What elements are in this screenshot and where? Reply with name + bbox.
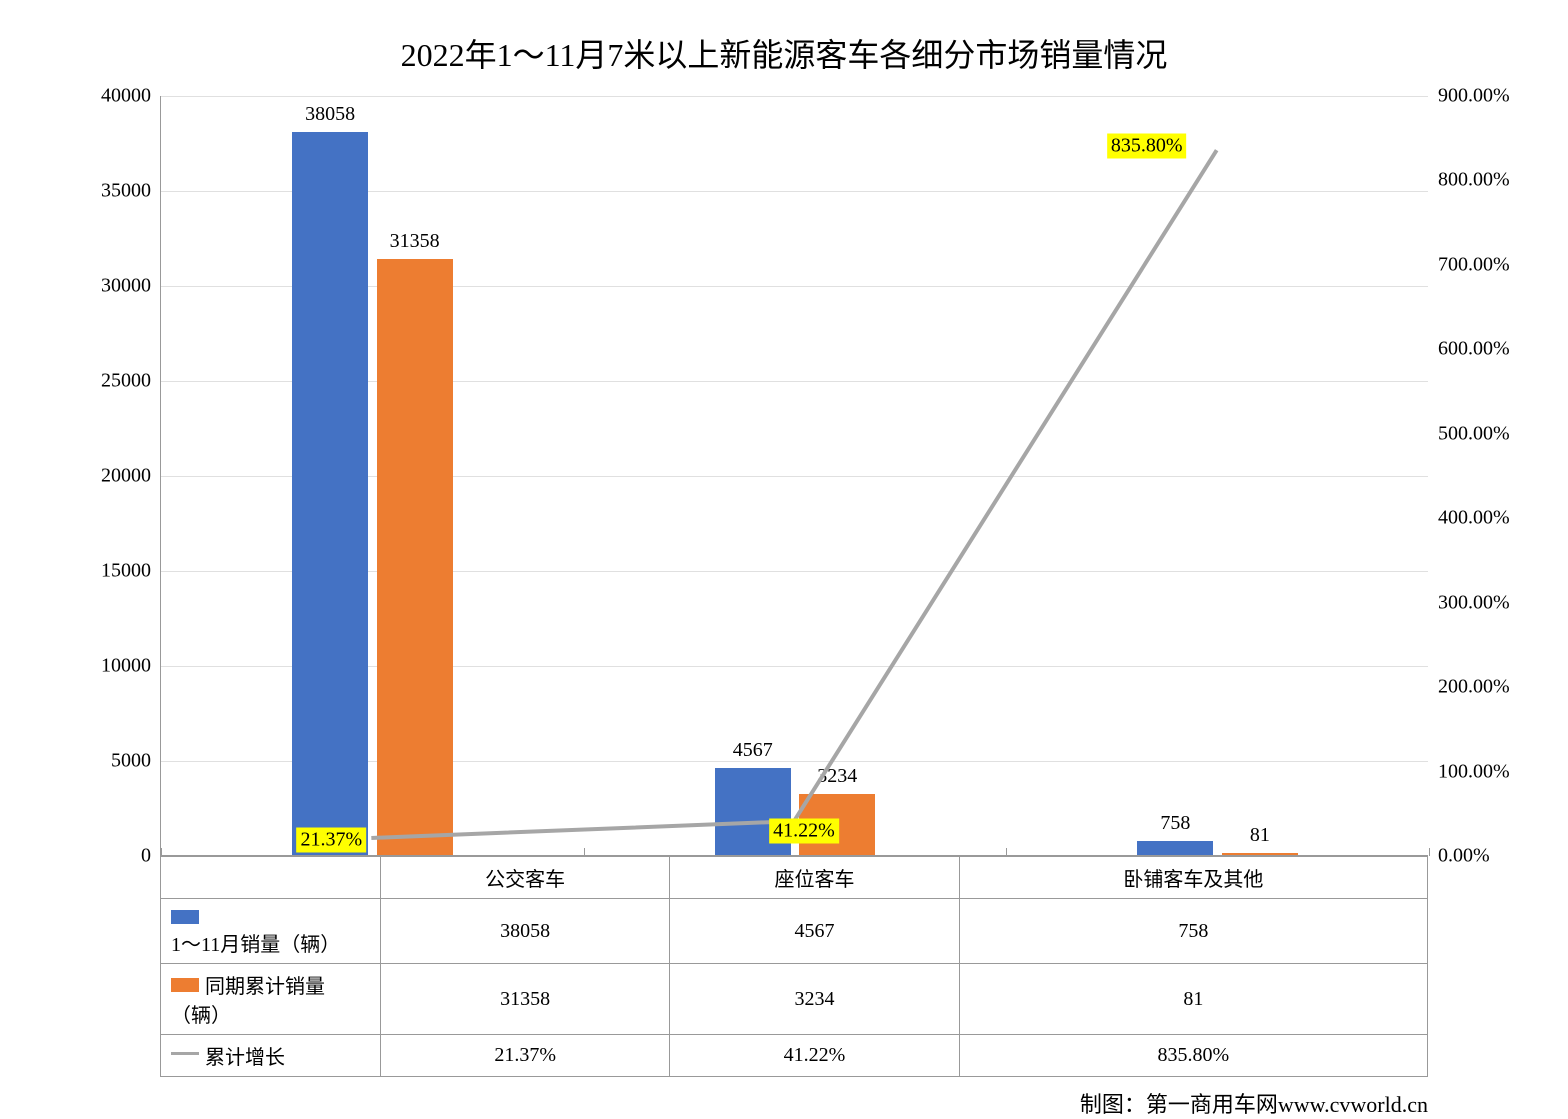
line-value-label: 21.37% [296, 827, 366, 852]
legend-line-icon [171, 1052, 199, 1055]
chart-container: 2022年1～11月7米以上新能源客车各细分市场销量情况 05000100001… [20, 20, 1548, 1086]
gridline [161, 96, 1428, 97]
bar-value-label: 81 [1250, 824, 1270, 847]
table-row-header: 1～11月销量（辆） [161, 899, 381, 964]
table-cell: 21.37% [381, 1035, 670, 1077]
y-left-tick: 20000 [71, 465, 151, 488]
y-right-tick: 100.00% [1438, 760, 1538, 783]
y-right-tick: 300.00% [1438, 591, 1538, 614]
table-cell: 38058 [381, 899, 670, 964]
bar [377, 259, 453, 855]
y-right-tick: 400.00% [1438, 507, 1538, 530]
table-row-header: 累计增长 [161, 1035, 381, 1077]
y-left-tick: 10000 [71, 655, 151, 678]
bar [1137, 841, 1213, 855]
y-left-tick: 25000 [71, 370, 151, 393]
y-left-tick: 5000 [71, 750, 151, 773]
y-left-tick: 15000 [71, 560, 151, 583]
table-cell: 41.22% [670, 1035, 959, 1077]
y-left-tick: 0 [71, 845, 151, 868]
table-category-header: 公交客车 [381, 857, 670, 899]
y-right-tick: 800.00% [1438, 169, 1538, 192]
bar [1222, 853, 1298, 855]
bar-value-label: 38058 [305, 103, 355, 126]
legend-text: 1～11月销量（辆） [171, 934, 340, 956]
legend-bar-icon [171, 978, 199, 992]
bar-value-label: 3234 [817, 765, 857, 788]
table-cell: 3234 [670, 964, 959, 1035]
y-right-tick: 200.00% [1438, 676, 1538, 699]
table-row: 1～11月销量（辆） 380584567758 [161, 899, 1428, 964]
line-value-label: 835.80% [1107, 134, 1187, 159]
chart-title: 2022年1～11月7米以上新能源客车各细分市场销量情况 [20, 20, 1548, 96]
y-right-tick: 900.00% [1438, 85, 1538, 108]
table-category-header: 座位客车 [670, 857, 959, 899]
table-cell: 758 [959, 899, 1427, 964]
y-right-tick: 600.00% [1438, 338, 1538, 361]
table-cell: 81 [959, 964, 1427, 1035]
table-cell: 31358 [381, 964, 670, 1035]
table-category-header: 卧铺客车及其他 [959, 857, 1427, 899]
bar-value-label: 4567 [733, 739, 773, 762]
plot-area: 0500010000150002000025000300003500040000… [160, 96, 1428, 856]
y-left-tick: 35000 [71, 180, 151, 203]
bar-value-label: 31358 [390, 230, 440, 253]
line-value-label: 41.22% [769, 819, 839, 844]
table-row: 同期累计销量（辆）31358323481 [161, 964, 1428, 1035]
y-right-tick: 0.00% [1438, 845, 1538, 868]
table-row-header: 同期累计销量（辆） [161, 964, 381, 1035]
table-cell: 835.80% [959, 1035, 1427, 1077]
bar [292, 132, 368, 855]
bar-value-label: 758 [1160, 812, 1190, 835]
credit-text: 制图：第一商用车网www.cvworld.cn [20, 1087, 1428, 1119]
table-row: 累计增长 21.37%41.22%835.80% [161, 1035, 1428, 1077]
table-cell: 4567 [670, 899, 959, 964]
y-right-tick: 700.00% [1438, 253, 1538, 276]
data-table: 公交客车座位客车卧铺客车及其他 1～11月销量（辆）380584567758同期… [160, 856, 1428, 1077]
y-right-tick: 500.00% [1438, 422, 1538, 445]
y-left-tick: 40000 [71, 85, 151, 108]
legend-bar-icon [171, 910, 199, 924]
y-left-tick: 30000 [71, 275, 151, 298]
legend-text: 累计增长 [205, 1047, 285, 1069]
